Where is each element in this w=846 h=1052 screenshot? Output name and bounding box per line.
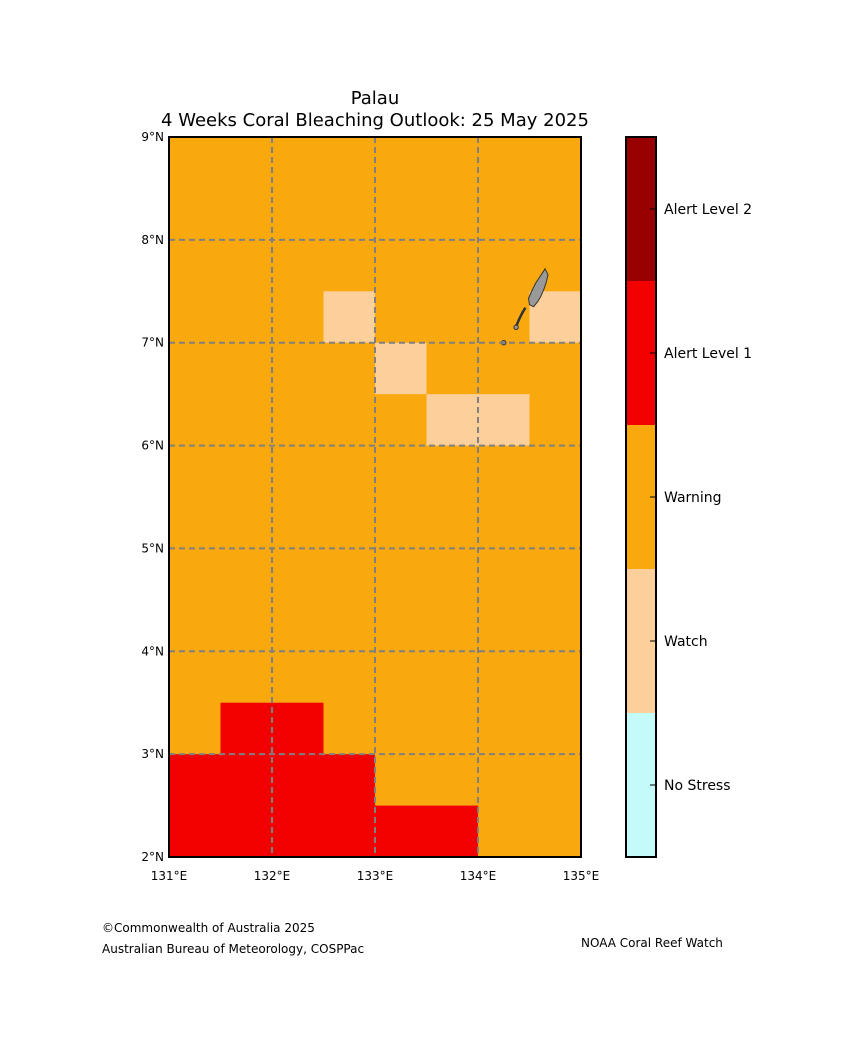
cell-alert-level-1	[272, 702, 324, 755]
x-tick-label: 131°E	[151, 869, 188, 883]
x-tick-label: 135°E	[563, 869, 600, 883]
cell-watch	[375, 342, 427, 395]
x-tick-label: 134°E	[460, 869, 497, 883]
cell-alert-level-1	[375, 805, 478, 857]
cell-alert-level-1	[220, 702, 272, 755]
noaa-credit: NOAA Coral Reef Watch	[581, 936, 723, 950]
legend-frame	[625, 136, 657, 858]
footer-credits: ©Commonwealth of Australia 2025 Australi…	[102, 918, 364, 960]
graticule	[169, 137, 581, 857]
copyright-text: ©Commonwealth of Australia 2025	[102, 921, 315, 935]
legend-label: No Stress	[664, 778, 731, 794]
island-babeldaob	[527, 267, 549, 308]
y-tick-label: 6°N	[141, 439, 164, 453]
islet-0	[513, 324, 519, 330]
map-title-region: Palau	[350, 88, 400, 109]
palau-land	[501, 267, 549, 346]
y-tick-label: 3°N	[141, 747, 164, 761]
x-tick-label: 132°E	[254, 869, 291, 883]
cell-watch	[323, 291, 375, 343]
legend-label: Alert Level 2	[664, 202, 752, 218]
y-tick-label: 9°N	[141, 130, 164, 144]
legend-label: Watch	[664, 634, 708, 650]
x-tick-label: 133°E	[357, 869, 394, 883]
agency-text: Australian Bureau of Meteorology, COSPPa…	[102, 942, 365, 956]
y-tick-label: 5°N	[141, 541, 164, 555]
map-title-outlook: 4 Weeks Coral Bleaching Outlook: 25 May …	[161, 110, 589, 131]
legend-label: Warning	[664, 490, 722, 506]
y-tick-label: 7°N	[141, 336, 164, 350]
cell-watch	[426, 394, 478, 446]
cell-watch	[478, 394, 530, 446]
y-tick-label: 2°N	[141, 850, 164, 864]
map-frame	[168, 136, 582, 858]
island-chain	[514, 307, 527, 327]
y-tick-label: 4°N	[141, 644, 164, 658]
y-tick-label: 8°N	[141, 233, 164, 247]
legend-label: Alert Level 1	[664, 346, 752, 362]
axis-ticks: 131°E 132°E 133°E 134°E 135°E 2°N 3°N 4°N 5°N 6°N…	[141, 130, 599, 883]
colorbar-legend: No Stress Watch Warning Alert Level 1 Alert …	[625, 136, 752, 858]
